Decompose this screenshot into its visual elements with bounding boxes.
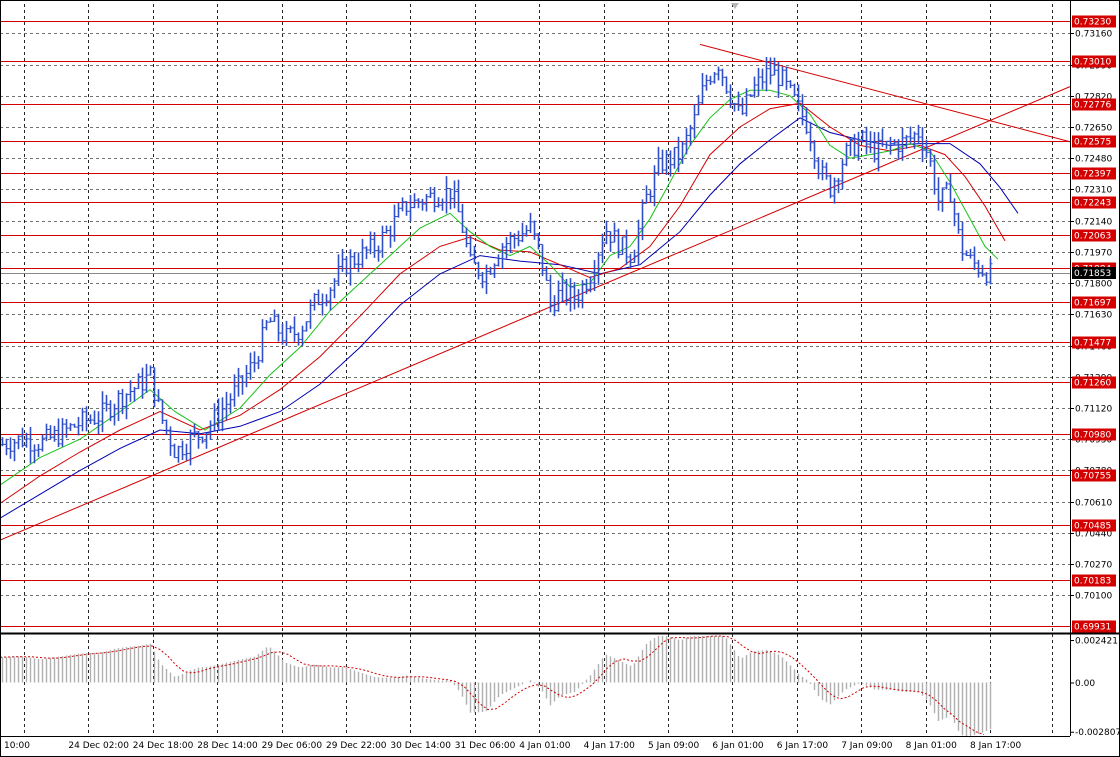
price-tick-label: 0.72650 — [1075, 124, 1112, 134]
oscillator-tick-label: 0.00 — [1075, 679, 1095, 689]
time-label: 6 Jan 01:00 — [712, 741, 764, 751]
price-tick-label: 0.72480 — [1075, 155, 1112, 165]
time-label: 28 Dec 14:00 — [197, 741, 258, 751]
level-label: 0.72575 — [1074, 138, 1111, 148]
level-label-box — [1072, 428, 1116, 441]
time-label: 31 Dec 06:00 — [455, 741, 516, 751]
level-label-box — [1072, 574, 1116, 587]
time-label: 8 Jan 01:00 — [906, 741, 958, 751]
time-label: 8 Jan 17:00 — [970, 741, 1022, 751]
time-label: 10:00 — [4, 741, 30, 751]
level-label-box — [1072, 620, 1116, 633]
time-label: 29 Dec 06:00 — [262, 741, 323, 751]
time-label: 24 Dec 02:00 — [68, 741, 129, 751]
level-label-box — [1072, 196, 1116, 209]
level-label-box — [1072, 55, 1116, 68]
time-label: 7 Jan 09:00 — [841, 741, 893, 751]
level-label-box — [1072, 469, 1116, 482]
level-label-box — [1072, 15, 1116, 28]
level-label: 0.71697 — [1074, 299, 1111, 309]
time-label: 6 Jan 17:00 — [777, 741, 829, 751]
time-label: 5 Jan 09:00 — [648, 741, 700, 751]
price-tick-label: 0.71800 — [1075, 280, 1112, 290]
price-tick-label: 0.71120 — [1075, 405, 1112, 415]
trendline-up — [0, 86, 1071, 541]
level-label: 0.70755 — [1074, 472, 1111, 482]
level-label-box — [1072, 167, 1116, 180]
oscillator-tick-label: 0.002421 — [1075, 637, 1118, 647]
time-label: 4 Jan 01:00 — [519, 741, 571, 751]
level-label: 0.73010 — [1074, 58, 1111, 68]
level-label: 0.72243 — [1074, 199, 1111, 209]
level-label: 0.70485 — [1074, 522, 1111, 532]
time-axis-labels: 10:00 24 Dec 02:00 24 Dec 18:00 28 Dec 14:0… — [4, 741, 1022, 751]
time-label: 29 Dec 22:00 — [326, 741, 387, 751]
level-label-box — [1072, 135, 1116, 148]
level-label: 0.71260 — [1074, 379, 1111, 389]
price-tick-label: 0.73160 — [1075, 30, 1112, 40]
level-label: 0.72063 — [1074, 232, 1111, 242]
signal-line — [0, 635, 985, 736]
oscillator-panel — [0, 635, 992, 736]
level-lines — [0, 21, 1070, 627]
level-label: 0.70980 — [1074, 431, 1111, 441]
level-label-box — [1072, 296, 1116, 309]
current-price-box — [1072, 267, 1116, 279]
price-tick-label: 0.71970 — [1075, 249, 1112, 259]
level-label: 0.73230 — [1074, 18, 1111, 28]
level-label-box — [1072, 229, 1116, 242]
price-series — [0, 57, 993, 466]
level-label-box — [1072, 376, 1116, 389]
price-tick-label: 0.70100 — [1075, 592, 1112, 602]
level-label-box — [1072, 98, 1116, 111]
level-label-box — [1072, 336, 1116, 349]
level-label: 0.72776 — [1074, 101, 1111, 111]
shift-marker-icon — [731, 3, 739, 9]
time-label: 30 Dec 14:00 — [390, 741, 451, 751]
level-label: 0.72397 — [1074, 170, 1111, 180]
current-price-label: 0.71853 — [1074, 269, 1111, 279]
trendline-down — [699, 43, 1071, 143]
level-label-box — [1072, 519, 1116, 532]
price-tick-label: 0.72820 — [1075, 93, 1112, 103]
price-tick-label: 0.70270 — [1075, 561, 1112, 571]
vertical-grid — [24, 4, 1053, 736]
ma-mid-line — [0, 102, 1006, 504]
price-tick-label: 0.70440 — [1075, 530, 1112, 540]
price-tick-label: 0.70610 — [1075, 499, 1112, 509]
oscillator-tick-label: -0.002807 — [1075, 728, 1120, 738]
level-labels: 0.73230 0.73010 0.72776 0.72575 0.72397 0.722… — [1072, 15, 1116, 633]
level-label: 0.69931 — [1074, 623, 1111, 633]
level-label: 0.70183 — [1074, 577, 1111, 587]
trendlines — [0, 43, 1071, 541]
time-label: 24 Dec 18:00 — [133, 741, 194, 751]
price-tick-label: 0.71630 — [1075, 311, 1112, 321]
price-tick-label: 0.72140 — [1075, 218, 1112, 228]
level-label: 0.71477 — [1074, 339, 1111, 349]
time-label: 4 Jan 17:00 — [584, 741, 636, 751]
price-tick-label: 0.72310 — [1075, 186, 1112, 196]
